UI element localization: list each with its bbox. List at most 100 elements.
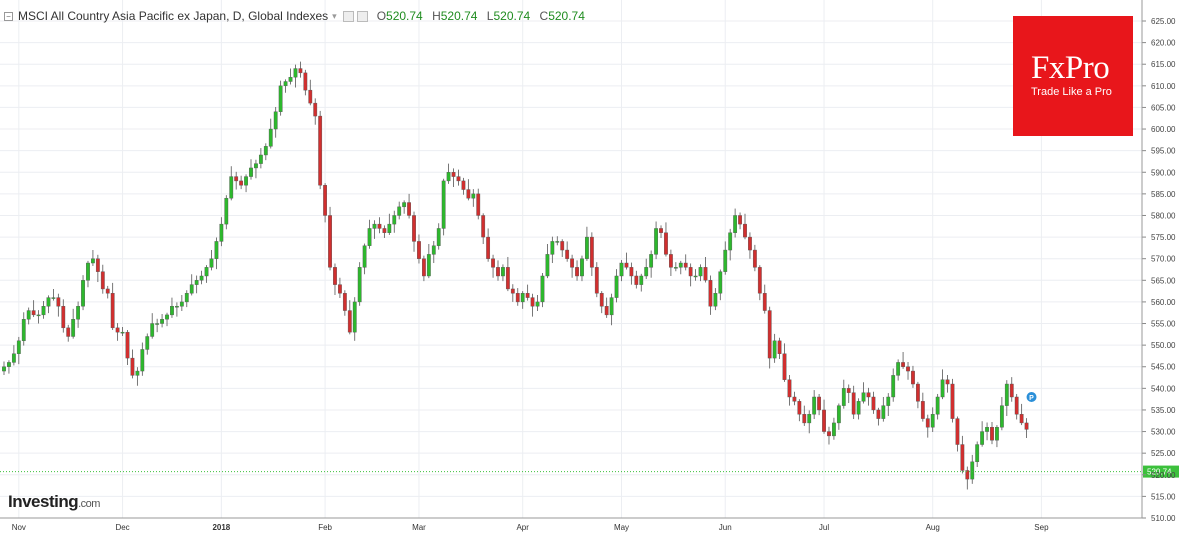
candle-body [471,193,476,199]
candle-body [288,76,293,82]
candle-body [2,366,6,372]
candle-body [930,414,935,428]
candle-body [698,267,703,277]
candle-body [229,176,234,199]
fxpro-logo[interactable]: FxPro Trade Like a Pro [1013,16,1133,136]
candle-down [1019,403,1024,426]
candle-down [827,426,831,445]
x-tick-label: Sep [1034,523,1049,532]
candle-down [565,241,570,262]
candle-down [960,435,965,474]
candle-down [782,343,787,382]
candle-body [426,254,431,277]
candle-body [273,111,278,130]
candle-up [86,260,90,288]
candle-body [16,340,21,354]
x-tick-label: Jul [819,523,829,532]
candle-body [565,249,570,259]
candle-up [970,454,975,484]
chevron-down-icon[interactable]: ▾ [332,10,337,21]
candle-down [115,323,120,341]
price-label: 520.74 [1147,468,1172,477]
chart-title: MSCI All Country Asia Pacific ex Japan, … [18,9,329,23]
candle-body [841,388,846,406]
candle-up [120,326,125,337]
candle-body [268,128,273,147]
marker-label: P [1029,395,1034,402]
low-value: 520.74 [493,9,531,23]
candle-down [56,293,61,317]
candle-down [802,405,807,426]
candle-down [846,384,851,404]
candle-up [995,425,999,448]
candle-body [634,275,639,285]
settings-icon[interactable] [342,10,354,22]
candle-down [130,349,135,379]
candle-body [550,241,555,255]
candle-body [486,236,491,259]
candle-body [441,180,446,229]
candle-up [673,262,678,272]
y-tick-label: 550.00 [1151,341,1176,350]
candle-up [170,297,174,318]
candle-down [906,361,910,380]
candle-up [441,178,446,236]
y-tick-label: 510.00 [1151,514,1176,523]
candle-body [352,301,357,333]
candle-down [422,255,426,282]
collapse-icon[interactable]: − [4,11,13,21]
y-tick-label: 560.00 [1151,298,1176,307]
x-axis: Nov Dec 2018 Feb Mar Apr May Jun Jul Aug Sep [0,517,1142,532]
y-tick-label: 585.00 [1151,190,1176,199]
candle-body [36,314,41,317]
candle-body [105,288,110,294]
candle-body [604,306,609,316]
y-tick-label: 520.00 [1151,471,1176,480]
candle-body [258,154,263,164]
candle-up [881,396,886,422]
candle-up [278,80,283,116]
candle-down [792,391,797,406]
candle-down [61,299,66,333]
investing-logo[interactable]: Investing.com [8,492,100,512]
candle-body [876,409,881,419]
candle-down [955,416,960,452]
candle-body [1009,383,1014,398]
candle-down [599,291,604,314]
candle-body [362,245,367,268]
candle-up [11,345,16,366]
candle-body [950,383,955,419]
candle-body [76,306,81,320]
candle-down [31,300,36,318]
candle-body [743,223,747,238]
candle-body [244,176,248,186]
candle-body [807,414,812,424]
candle-up [194,275,199,294]
candle-body [456,176,461,182]
candle-down [669,249,673,276]
candle-down [125,330,130,366]
candle-up [263,143,268,161]
candle-body [501,267,505,277]
candle-down [95,254,100,283]
candle-body [155,323,160,325]
candle-up [155,318,160,333]
candle-up [940,369,945,400]
candle-body [224,197,229,225]
candle-body [219,223,224,242]
candle-down [757,265,762,301]
candle-body [585,236,589,259]
candle-down [382,225,387,238]
candle-body [644,267,649,277]
candle-down [589,232,594,276]
candle-up [891,368,896,402]
visibility-icon[interactable] [356,10,368,22]
candle-up [501,264,505,282]
candle-up [535,294,540,311]
candle-body [431,245,436,255]
candle-up [836,403,841,430]
candle-body [678,262,683,268]
candle-down [505,256,510,292]
candle-body [975,444,980,463]
